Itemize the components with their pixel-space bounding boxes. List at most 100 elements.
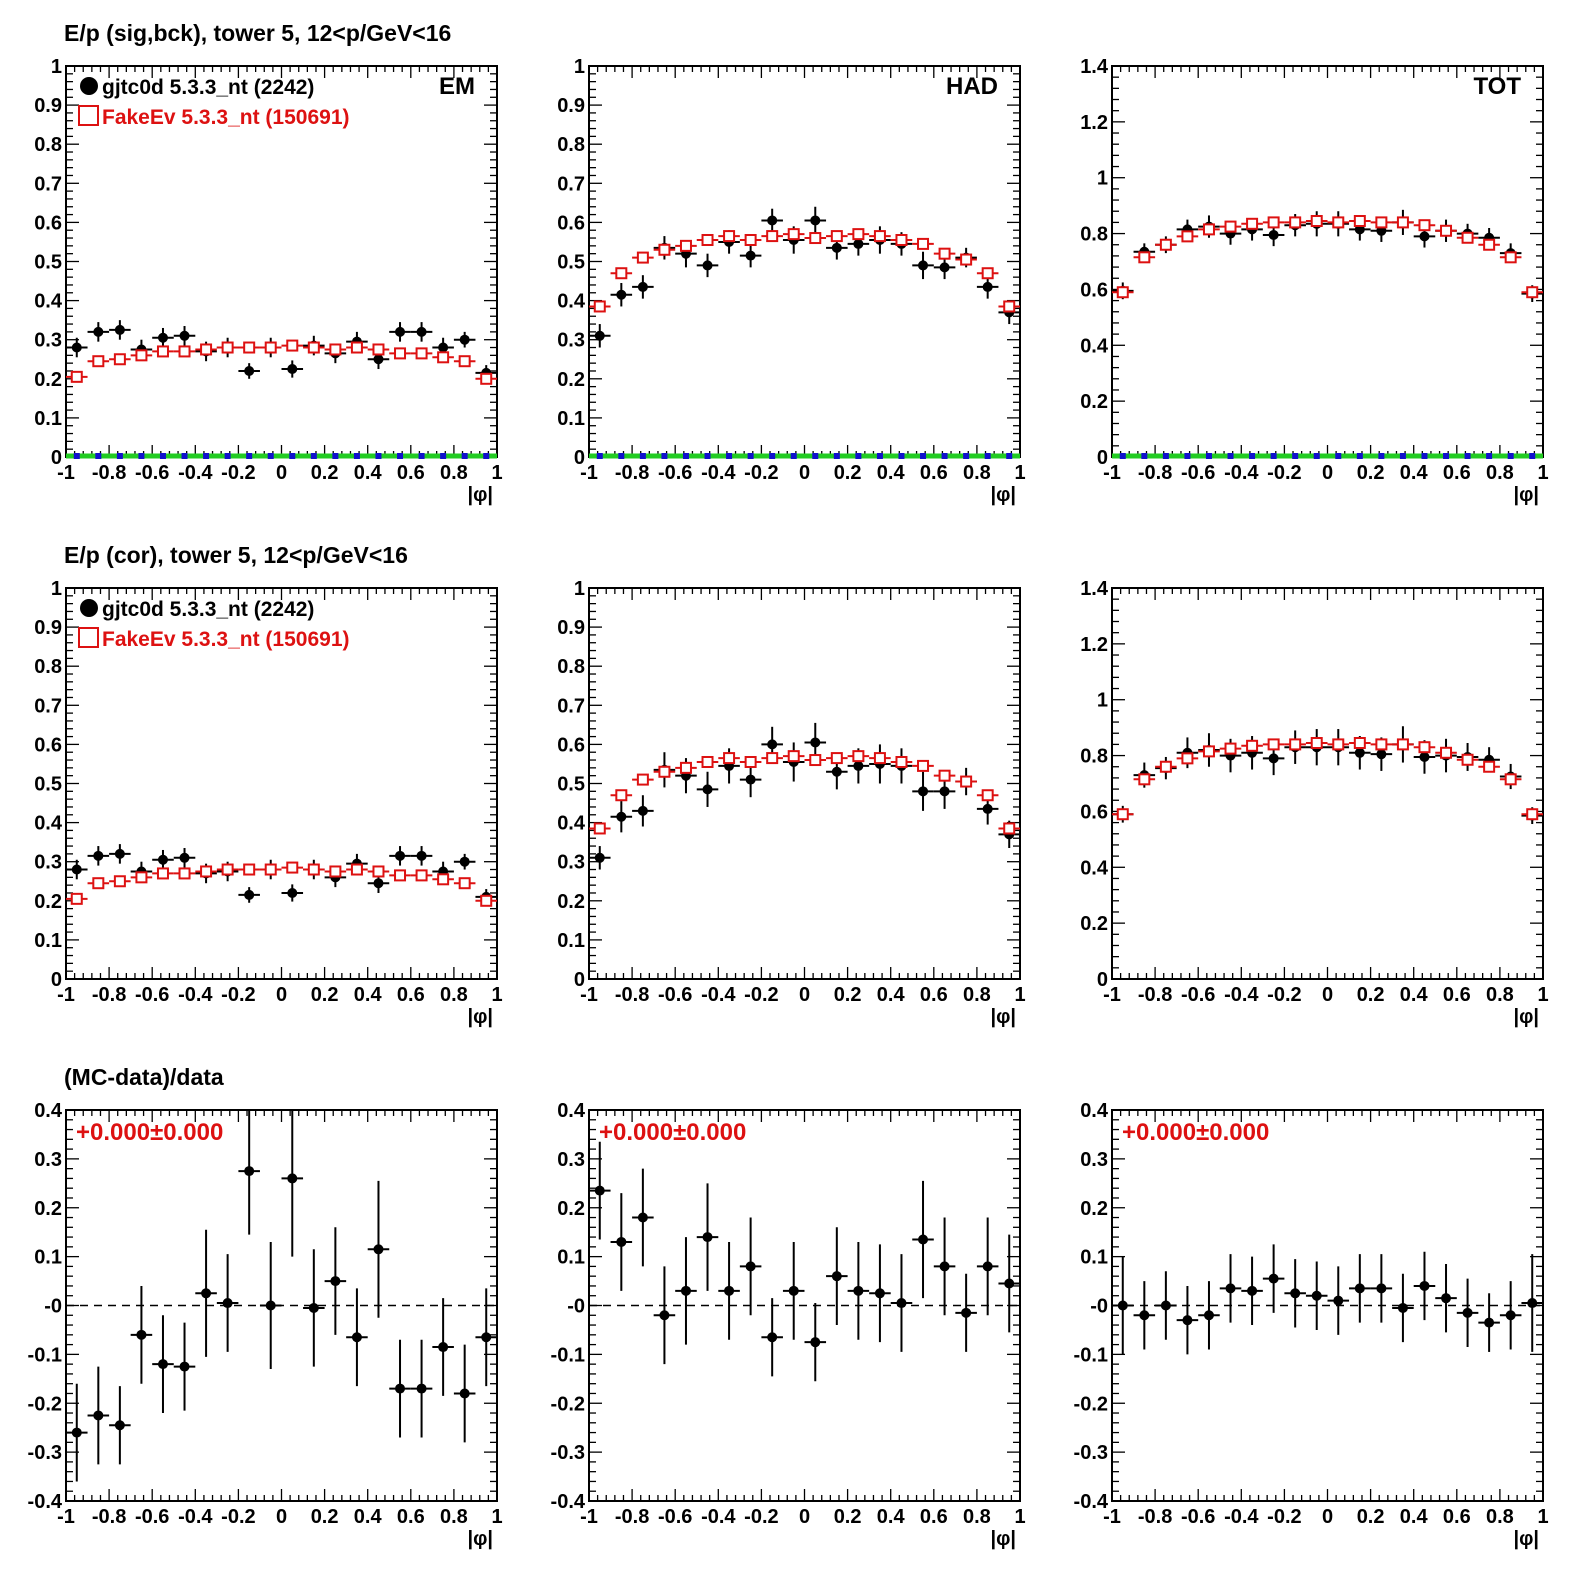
mc-point [593, 822, 606, 835]
mc-point [852, 750, 865, 763]
data-point [982, 803, 993, 814]
y-tick-label: -0.3 [28, 1442, 62, 1464]
mc-point [200, 865, 213, 878]
mc-point [1353, 737, 1366, 750]
y-tick-label: 1 [1097, 690, 1108, 712]
data-point [1117, 1300, 1128, 1311]
background-point [397, 453, 404, 459]
data-point [1160, 1300, 1171, 1311]
background-point [1162, 453, 1169, 459]
mc-point [873, 230, 886, 243]
mc-point [766, 752, 779, 765]
y-tick-label: 1 [51, 56, 62, 78]
background-point [769, 453, 776, 459]
background-point [661, 453, 668, 459]
y-tick-label: 1.2 [1080, 634, 1108, 656]
background-point [596, 453, 603, 459]
y-tick-label: 0.6 [557, 212, 585, 234]
x-tick-label: -0.6 [1181, 462, 1215, 484]
panel-label: EM [439, 73, 475, 100]
x-tick-label: -1 [1103, 1506, 1121, 1528]
x-tick-label: -0.4 [178, 1506, 213, 1528]
data-point [1397, 1302, 1408, 1313]
mc-point [895, 755, 908, 768]
legend-label-data: gjtc0d 5.3.3_nt (2242) [102, 598, 314, 621]
mc-point [1267, 216, 1280, 229]
y-tick-label: 0.5 [34, 774, 62, 796]
y-tick-label: 0.3 [34, 1149, 62, 1171]
background-point [963, 453, 970, 459]
x-tick-label: 0 [276, 1506, 287, 1528]
y-tick-label: 1.4 [1080, 578, 1109, 600]
x-axis-label: |φ| [468, 1006, 494, 1028]
y-tick-label: 0.7 [557, 695, 585, 717]
y-tick-label: 0.4 [1080, 335, 1109, 357]
y-tick-label: -0.2 [28, 1393, 62, 1415]
data-point [616, 1236, 627, 1247]
data-point [680, 1285, 691, 1296]
mc-point [1310, 215, 1323, 228]
x-tick-label: 0.6 [920, 462, 948, 484]
data-point [1376, 1283, 1387, 1294]
y-tick-label: 1 [574, 56, 585, 78]
data-point [616, 289, 627, 300]
data-point [1203, 1310, 1214, 1321]
y-tick-label: 0.9 [557, 617, 585, 639]
mc-point [787, 228, 800, 241]
y-tick-label: 0.4 [34, 291, 63, 313]
x-tick-label: 0.4 [877, 984, 906, 1006]
y-tick-label: -0.4 [551, 1491, 586, 1513]
background-point [138, 453, 145, 459]
mc-point [1202, 223, 1215, 236]
x-tick-label: 1 [1014, 1506, 1025, 1528]
y-tick-label: 0.2 [34, 1198, 62, 1220]
background-point [682, 453, 689, 459]
x-tick-label: 0.8 [963, 1506, 991, 1528]
y-tick-label: -0.3 [1074, 1442, 1108, 1464]
x-tick-label: -0.6 [1181, 984, 1215, 1006]
legend-marker-data [80, 599, 98, 617]
data-point [1441, 1293, 1452, 1304]
chart-panel-4: -1 -0.8 -0.6 -0.4 -0.2 0 0.2 0.4 0.6 0.8 1|φ|00.10… [34, 578, 502, 1028]
data-point [179, 1361, 190, 1372]
mc-point [480, 372, 493, 385]
background-point [1006, 453, 1013, 459]
legend-label-data: gjtc0d 5.3.3_nt (2242) [102, 76, 314, 99]
y-tick-label: 0.5 [557, 774, 585, 796]
background-point [1507, 453, 1514, 459]
data-point [594, 330, 605, 341]
y-tick-label: -0 [567, 1296, 585, 1318]
data-point [659, 1310, 670, 1321]
x-tick-label: 0.4 [354, 984, 383, 1006]
fit-annotation: +0.000±0.000 [1122, 1119, 1269, 1146]
fit-annotation: +0.000±0.000 [599, 1119, 746, 1146]
data-point [594, 852, 605, 863]
y-tick-label: -0.3 [551, 1442, 585, 1464]
x-tick-label: -0.8 [1138, 1506, 1172, 1528]
mc-point [1181, 752, 1194, 765]
mc-point [1418, 741, 1431, 754]
x-axis-label: |φ| [1514, 484, 1540, 506]
data-point [896, 1298, 907, 1309]
mc-point [679, 761, 692, 774]
data-point [416, 1383, 427, 1394]
plot-frame [1111, 65, 1544, 458]
data-point [1376, 749, 1387, 760]
background-point [1205, 453, 1212, 459]
mc-point [636, 773, 649, 786]
y-tick-label: -0.4 [1074, 1491, 1109, 1513]
data-point [1419, 231, 1430, 242]
chart-panel-5: -1 -0.8 -0.6 -0.4 -0.2 0 0.2 0.4 0.6 0.8 1|φ|00.10… [557, 578, 1025, 1028]
mc-point [1526, 286, 1539, 299]
mc-point [1310, 737, 1323, 750]
data-point [244, 1166, 255, 1177]
x-tick-label: 1 [1537, 984, 1548, 1006]
background-point [1529, 453, 1536, 459]
background-point [375, 453, 382, 459]
x-tick-label: -0.8 [615, 462, 649, 484]
x-tick-label: 1 [1537, 462, 1548, 484]
mc-point [394, 347, 407, 360]
fit-annotation: +0.000±0.000 [76, 1119, 223, 1146]
x-tick-label: -0.2 [1267, 984, 1301, 1006]
x-tick-label: -1 [1103, 462, 1121, 484]
